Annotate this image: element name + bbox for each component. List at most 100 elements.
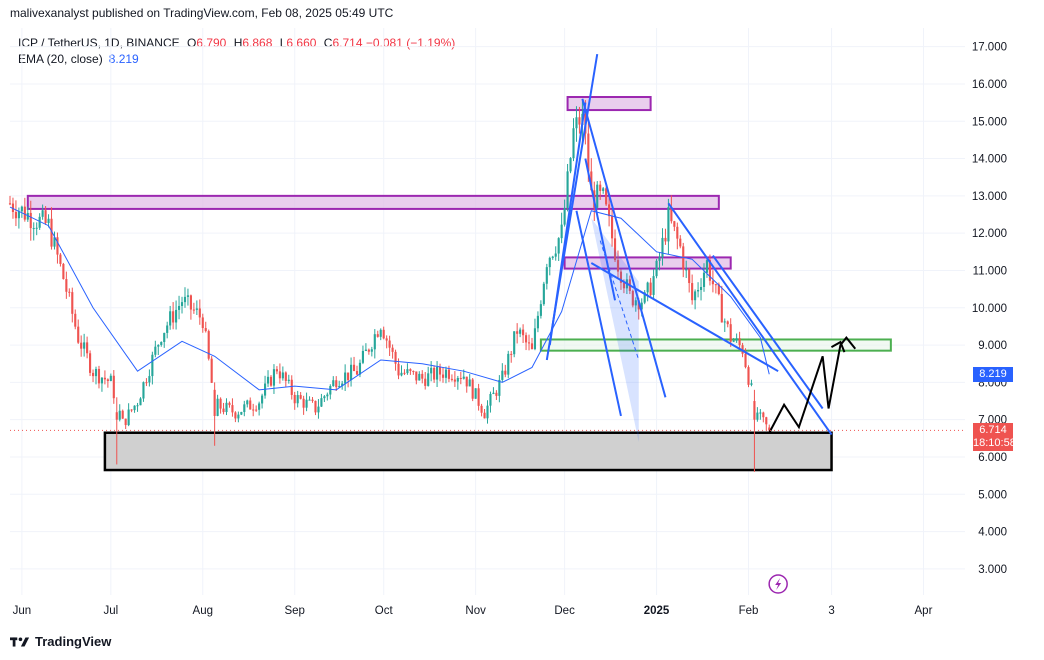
candle (198, 299, 201, 325)
candle-body (729, 324, 732, 342)
candle-body (373, 334, 376, 350)
candle-body (305, 399, 308, 408)
footer-brand[interactable]: TradingView (10, 634, 111, 649)
candle (382, 326, 385, 340)
candle-body (575, 117, 578, 129)
candle (133, 405, 136, 413)
candle-body (661, 237, 664, 258)
candle (326, 392, 329, 401)
candle (145, 378, 148, 387)
x-tick-label: Aug (193, 605, 213, 617)
candle (373, 329, 376, 359)
candle-body (605, 188, 608, 205)
candle-body (513, 331, 516, 355)
candle (169, 305, 172, 330)
candle (726, 320, 729, 328)
candle-body (640, 302, 643, 310)
candle-body (418, 373, 421, 381)
candle (474, 388, 477, 399)
candle (246, 399, 249, 408)
candle-body (163, 332, 166, 342)
candle-body (492, 392, 495, 394)
candle-body (450, 378, 453, 380)
candle (91, 369, 95, 383)
zones-back-layer (26, 96, 892, 472)
candle (338, 380, 341, 388)
candle (403, 369, 406, 376)
candle (711, 270, 714, 293)
candle (216, 394, 219, 417)
candle-body (189, 295, 192, 310)
candle (364, 343, 367, 352)
candle-body (679, 238, 682, 247)
candle-body (406, 369, 409, 374)
candle-body (207, 331, 210, 359)
candle-body (160, 341, 163, 345)
candle-body (326, 394, 329, 397)
candle-body (453, 379, 456, 382)
candle (177, 295, 181, 320)
candle-body (130, 409, 133, 411)
candle (50, 207, 53, 250)
candle-body (670, 207, 673, 222)
candle-body (436, 367, 439, 380)
trend-line (548, 102, 587, 346)
candle-body (385, 338, 388, 341)
candle-body (714, 284, 717, 286)
candle (613, 229, 617, 263)
candle (278, 363, 281, 384)
candle (433, 365, 436, 383)
candle (263, 375, 267, 399)
candle-body (97, 368, 101, 384)
candle-body (673, 221, 676, 227)
candle-body (275, 369, 278, 372)
candle-body (32, 228, 35, 230)
candle (450, 374, 453, 382)
candle-body (308, 399, 311, 401)
candle-body (587, 133, 590, 172)
footer-brand-text: TradingView (35, 634, 112, 649)
candle (207, 329, 210, 361)
candle (406, 363, 409, 375)
candle-body (347, 372, 350, 381)
candle-body (403, 372, 406, 374)
candle-body (157, 344, 160, 347)
candle-body (634, 300, 637, 306)
candle-body (14, 212, 17, 219)
candle-body (302, 398, 305, 408)
candle-body (195, 308, 198, 310)
candle-body (394, 351, 397, 364)
candle-body (522, 329, 525, 336)
candle-body (578, 117, 581, 125)
candle-body (685, 269, 688, 271)
candle (610, 209, 614, 247)
legend-ema-label[interactable]: EMA (20, close) (18, 52, 103, 66)
candle (486, 400, 489, 424)
candle-body (255, 409, 258, 411)
candle-body (367, 349, 370, 352)
candle (551, 255, 554, 260)
candle (596, 181, 599, 209)
candle-body (551, 256, 554, 258)
candle-body (566, 171, 569, 208)
candle-body (228, 402, 231, 406)
candle-body (646, 282, 649, 293)
candle (415, 371, 418, 385)
candle-body (151, 354, 154, 377)
last-price-tag: 6.714 18:10:58 (973, 423, 1016, 452)
candle (296, 390, 299, 408)
legend-high-label: H (233, 36, 243, 50)
candle-body (433, 367, 436, 380)
y-tick-label: 4.000 (978, 527, 1007, 539)
candle (519, 327, 522, 338)
candle-body (590, 171, 593, 191)
candle (308, 396, 311, 401)
candle-body (412, 371, 415, 373)
candle-body (599, 184, 602, 191)
candle-body (100, 377, 104, 384)
candle (453, 371, 456, 387)
candle-body (290, 379, 293, 395)
y-tick-label: 15.000 (972, 116, 1007, 128)
candle (388, 335, 391, 357)
